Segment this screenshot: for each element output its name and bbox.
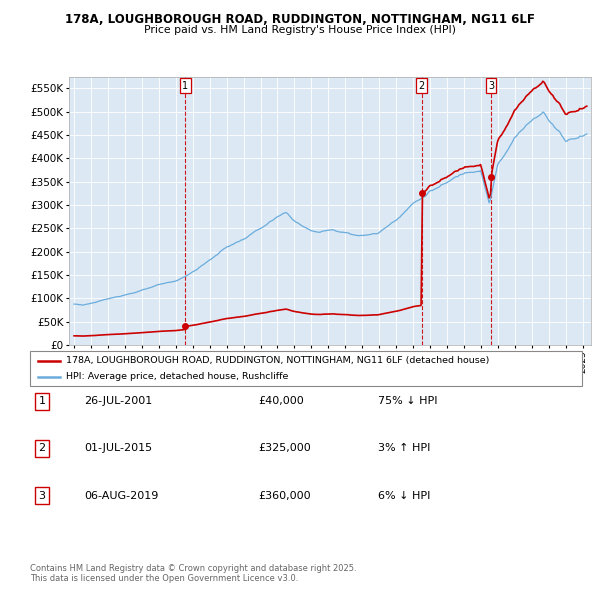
Text: 3: 3	[488, 81, 494, 91]
Text: 178A, LOUGHBOROUGH ROAD, RUDDINGTON, NOTTINGHAM, NG11 6LF (detached house): 178A, LOUGHBOROUGH ROAD, RUDDINGTON, NOT…	[66, 356, 489, 365]
Text: £40,000: £40,000	[258, 396, 304, 406]
Text: 26-JUL-2001: 26-JUL-2001	[84, 396, 152, 406]
Text: 2: 2	[38, 444, 46, 453]
Text: 3: 3	[38, 491, 46, 500]
Text: 6% ↓ HPI: 6% ↓ HPI	[378, 491, 430, 500]
Text: 2: 2	[418, 81, 425, 91]
Text: £360,000: £360,000	[258, 491, 311, 500]
Text: 1: 1	[38, 396, 46, 406]
Text: 75% ↓ HPI: 75% ↓ HPI	[378, 396, 437, 406]
Text: Contains HM Land Registry data © Crown copyright and database right 2025.
This d: Contains HM Land Registry data © Crown c…	[30, 563, 356, 583]
Text: 3% ↑ HPI: 3% ↑ HPI	[378, 444, 430, 453]
Text: 06-AUG-2019: 06-AUG-2019	[84, 491, 158, 500]
Text: HPI: Average price, detached house, Rushcliffe: HPI: Average price, detached house, Rush…	[66, 372, 288, 381]
Text: £325,000: £325,000	[258, 444, 311, 453]
Text: 1: 1	[182, 81, 188, 91]
Text: 178A, LOUGHBOROUGH ROAD, RUDDINGTON, NOTTINGHAM, NG11 6LF: 178A, LOUGHBOROUGH ROAD, RUDDINGTON, NOT…	[65, 13, 535, 26]
Text: 01-JUL-2015: 01-JUL-2015	[84, 444, 152, 453]
Text: Price paid vs. HM Land Registry's House Price Index (HPI): Price paid vs. HM Land Registry's House …	[144, 25, 456, 35]
